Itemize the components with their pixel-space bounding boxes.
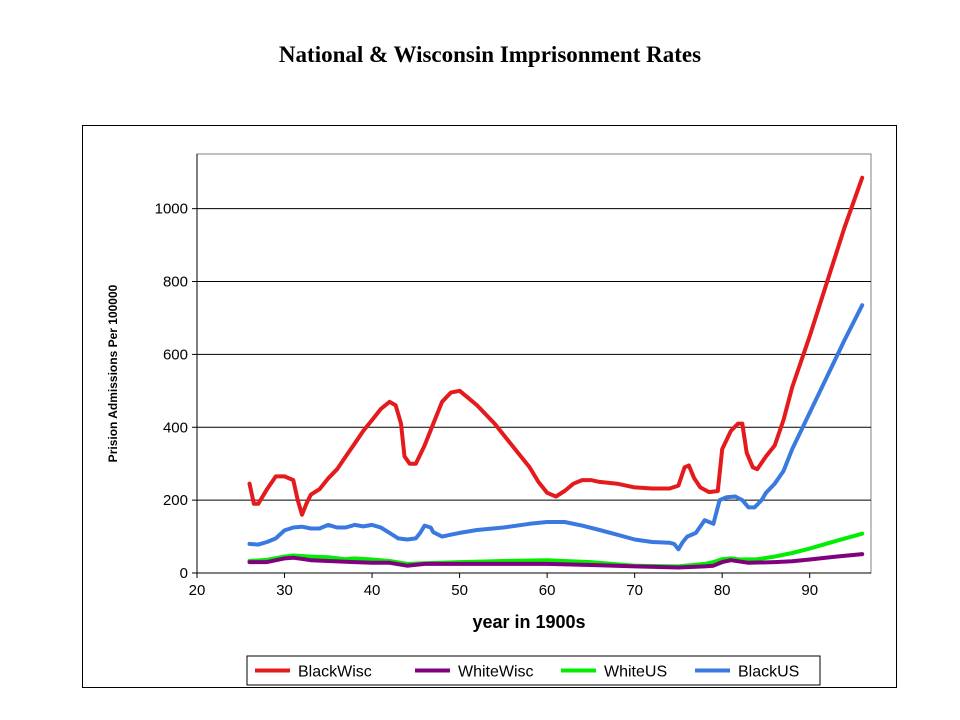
y-tick-label: 1000 <box>155 201 188 218</box>
x-tick-label: 50 <box>451 582 468 599</box>
series-line-blackus <box>247 303 865 552</box>
y-tick-label: 0 <box>180 565 188 582</box>
plot-area <box>196 153 872 574</box>
y-axis-title: Prision Admissions Per 100000 <box>106 284 120 462</box>
legend-label-blackus: BlackUS <box>738 664 799 681</box>
legend: BlackWisc WhiteWisc WhiteUS BlackUS <box>246 655 821 686</box>
y-tick-label: 200 <box>163 492 188 509</box>
chart-frame: 0 200 400 600 800 1000 20 30 40 50 60 70 80 90 year in… <box>82 125 897 688</box>
x-axis-title: year in 1900s <box>472 612 585 632</box>
x-tick-label: 60 <box>539 582 556 599</box>
x-tick-label: 70 <box>626 582 643 599</box>
series-line-whitewisc <box>247 552 865 570</box>
y-tick-label: 800 <box>163 274 188 291</box>
series-line-blackwisc <box>247 175 865 517</box>
x-tick-label: 90 <box>801 582 818 599</box>
slide-title: National & Wisconsin Imprisonment Rates <box>278 42 702 67</box>
x-tick-label: 20 <box>189 582 206 599</box>
legend-label-blackwisc: BlackWisc <box>298 664 372 681</box>
x-tick-label: 30 <box>276 582 293 599</box>
legend-label-whiteus: WhiteUS <box>604 664 667 681</box>
x-tick-label: 40 <box>364 582 381 599</box>
y-tick-label: 600 <box>163 346 188 363</box>
line-chart: 0 200 400 600 800 1000 20 30 40 50 60 70 80 90 year in… <box>106 153 872 686</box>
x-tick-label: 80 <box>714 582 731 599</box>
y-tick-label: 400 <box>163 419 188 436</box>
series-line-whiteus <box>247 531 865 569</box>
legend-label-whitewisc: WhiteWisc <box>458 664 534 681</box>
